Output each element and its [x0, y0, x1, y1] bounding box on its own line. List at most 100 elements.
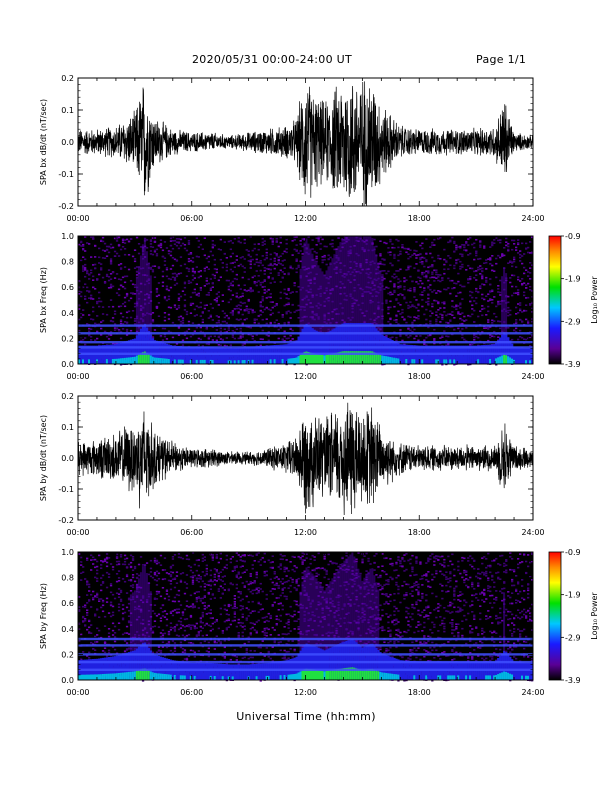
spectral-power-cell — [201, 557, 204, 560]
y-tick-label: 0.0 — [61, 360, 74, 369]
spectral-power-cell — [88, 334, 91, 337]
spectral-power-cell — [263, 273, 266, 275]
spectral-power-cell — [455, 308, 458, 310]
spectral-power-cell — [445, 261, 448, 263]
spectral-power-cell — [271, 241, 274, 243]
spectral-power-cell — [117, 244, 121, 246]
spectral-power-cell — [111, 342, 115, 345]
spectral-power-cell — [105, 335, 109, 338]
spectral-power-cell — [387, 247, 390, 249]
spectral-power-cell — [243, 284, 246, 286]
spectral-power-low — [497, 340, 500, 364]
spectral-power-peak — [501, 355, 504, 364]
spectral-power-low — [499, 337, 502, 364]
spectral-power-cell — [131, 283, 135, 286]
spectral-power-cell — [277, 272, 280, 274]
spectral-power-cell — [161, 629, 165, 631]
spectral-power-cell — [207, 647, 210, 650]
spectral-power-low — [207, 663, 210, 680]
spectral-power-cell — [283, 288, 286, 291]
spectral-power-cell — [475, 238, 478, 241]
spectral-power-low — [337, 326, 340, 364]
spectral-power-cell — [229, 262, 232, 265]
spectral-power-low — [213, 663, 216, 680]
spectral-power-cell — [169, 278, 173, 281]
spectral-power-cell — [201, 311, 204, 313]
spectral-power-cell — [159, 632, 163, 634]
spectral-power-cell — [183, 334, 187, 336]
spectral-power-cell — [421, 273, 424, 276]
spectral-power-cell — [82, 248, 85, 250]
spectral-power-cell — [385, 242, 388, 245]
spectral-power-cell — [479, 246, 482, 248]
spectral-power-cell — [391, 336, 394, 339]
spectral-power-cell — [425, 274, 428, 277]
spectral-power-cell — [517, 312, 520, 314]
spectral-power-cell — [163, 578, 167, 580]
spectral-power-cell — [481, 274, 484, 277]
spectral-power-cell — [169, 649, 173, 652]
spectral-power-cell — [251, 289, 254, 292]
spectral-power-low — [143, 323, 147, 364]
spectral-power-cell — [78, 243, 81, 246]
spectral-power-cell — [96, 315, 99, 317]
spectral-power-cell — [125, 275, 129, 278]
spectral-power-cell — [123, 321, 127, 323]
spectral-power-cell — [479, 240, 482, 243]
spectral-power-cell — [259, 344, 262, 347]
spectral-power-cell — [521, 283, 524, 285]
spectral-power-peak — [117, 673, 121, 680]
spectral-power-cell — [84, 263, 87, 266]
spectral-power-cell — [281, 314, 284, 316]
spectral-power-cell — [259, 314, 262, 316]
spectral-power-low — [363, 323, 366, 364]
spectral-power-cell — [395, 275, 398, 278]
spectral-power-column — [137, 266, 140, 364]
spectral-power-cell — [121, 633, 125, 636]
spectral-power-cell — [86, 242, 89, 244]
spectral-power-cell — [185, 275, 189, 277]
spectral-power-cell — [82, 256, 85, 258]
spectral-power-cell — [197, 559, 200, 561]
spectral-power-cell — [177, 600, 181, 603]
spectral-power-peak — [333, 353, 336, 364]
spectral-power-cell — [283, 322, 286, 324]
spectral-power-cell — [229, 344, 232, 346]
spectral-power-peak — [289, 358, 292, 364]
spectral-power-peak — [98, 674, 101, 680]
spectral-power-cell — [297, 286, 300, 288]
spectral-power-cell — [479, 285, 482, 287]
spectral-power-cell — [423, 271, 426, 274]
spectral-power-cell — [153, 612, 157, 615]
spectral-power-cell — [88, 330, 91, 333]
x-tick-label: 12:00 — [294, 528, 317, 537]
spectral-power-cell — [507, 242, 510, 245]
spectral-power-peak — [449, 359, 452, 364]
spectral-power-cell — [227, 301, 230, 304]
spectral-power-cell — [203, 335, 206, 338]
spectral-power-cell — [113, 632, 117, 634]
spectral-power-cell — [177, 326, 181, 328]
spectral-power-cell — [173, 243, 177, 245]
spectral-power-cell — [435, 273, 438, 276]
spectral-power-cell — [415, 250, 418, 252]
spectral-power-cell — [499, 294, 502, 296]
spectral-power-cell — [189, 252, 193, 255]
spectral-power-cell — [117, 580, 121, 582]
spectral-power-cell — [117, 603, 121, 606]
spectral-power-cell — [217, 627, 220, 630]
spectral-power-cell — [517, 276, 520, 278]
spectral-power-cell — [407, 268, 410, 271]
spectral-power-peak — [321, 355, 324, 364]
spectral-power-cell — [195, 591, 198, 593]
spectral-power-cell — [100, 567, 103, 569]
spectral-power-cell — [173, 650, 177, 652]
spectral-power-cell — [231, 270, 234, 273]
spectral-power-peak — [325, 354, 328, 364]
spectral-power-cell — [80, 633, 83, 636]
spectral-power-cell — [151, 270, 155, 273]
spectral-power-cell — [80, 291, 83, 293]
spectral-power-cell — [92, 298, 95, 300]
spectral-power-cell — [379, 254, 382, 257]
spectral-power-cell — [325, 263, 328, 266]
